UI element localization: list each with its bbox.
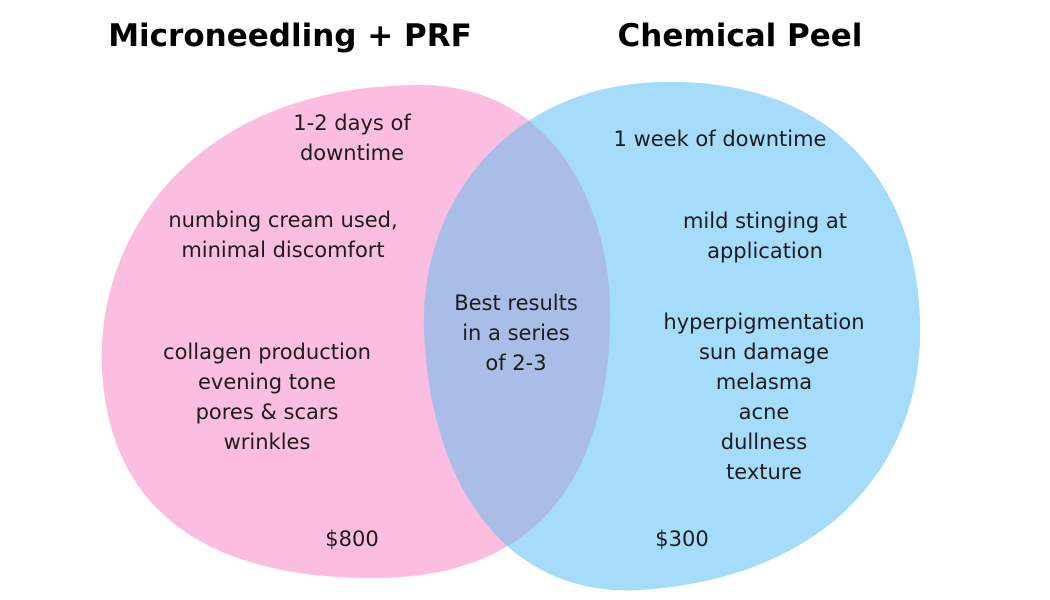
overlap-line-1: Best results bbox=[454, 291, 578, 315]
left-downtime-text: 1-2 days of downtime bbox=[262, 108, 442, 168]
right-title: Chemical Peel bbox=[617, 18, 863, 54]
right-benefit-item: dullness bbox=[720, 430, 808, 454]
right-comfort-line-2: application bbox=[707, 239, 823, 263]
right-price: $300 bbox=[632, 524, 732, 554]
left-benefit-item: wrinkles bbox=[223, 430, 311, 454]
right-benefit-item: melasma bbox=[715, 370, 813, 394]
right-price-value: $300 bbox=[655, 527, 709, 551]
left-title: Microneedling + PRF bbox=[108, 18, 472, 54]
left-benefits-list: collagen production evening tone pores &… bbox=[136, 337, 398, 457]
left-benefit-item: evening tone bbox=[197, 370, 337, 394]
right-benefit-item: hyperpigmentation bbox=[663, 310, 865, 334]
left-price-value: $800 bbox=[325, 527, 379, 551]
left-price: $800 bbox=[302, 524, 402, 554]
overlap-line-3: of 2-3 bbox=[485, 351, 547, 375]
left-downtime-line-1: 1-2 days of bbox=[293, 111, 411, 135]
left-benefit-item: collagen production bbox=[163, 340, 371, 364]
right-downtime-text: 1 week of downtime bbox=[590, 124, 850, 154]
right-downtime-line: 1 week of downtime bbox=[613, 127, 827, 151]
right-comfort-text: mild stinging at application bbox=[660, 206, 870, 266]
overlap-line-2: in a series bbox=[462, 321, 570, 345]
right-benefit-item: acne bbox=[738, 400, 790, 424]
left-comfort-line-1: numbing cream used, bbox=[168, 208, 398, 232]
left-comfort-text: numbing cream used, minimal discomfort bbox=[148, 205, 418, 265]
overlap-note: Best results in a series of 2-3 bbox=[436, 288, 596, 378]
left-comfort-line-2: minimal discomfort bbox=[181, 238, 385, 262]
overlap-region bbox=[423, 85, 611, 579]
right-benefits-list: hyperpigmentation sun damage melasma acn… bbox=[644, 307, 884, 487]
right-comfort-line-1: mild stinging at bbox=[682, 209, 848, 233]
right-benefit-item: texture bbox=[726, 460, 802, 484]
left-benefit-item: pores & scars bbox=[195, 400, 339, 424]
left-downtime-line-2: downtime bbox=[299, 141, 405, 165]
right-benefit-item: sun damage bbox=[698, 340, 829, 364]
